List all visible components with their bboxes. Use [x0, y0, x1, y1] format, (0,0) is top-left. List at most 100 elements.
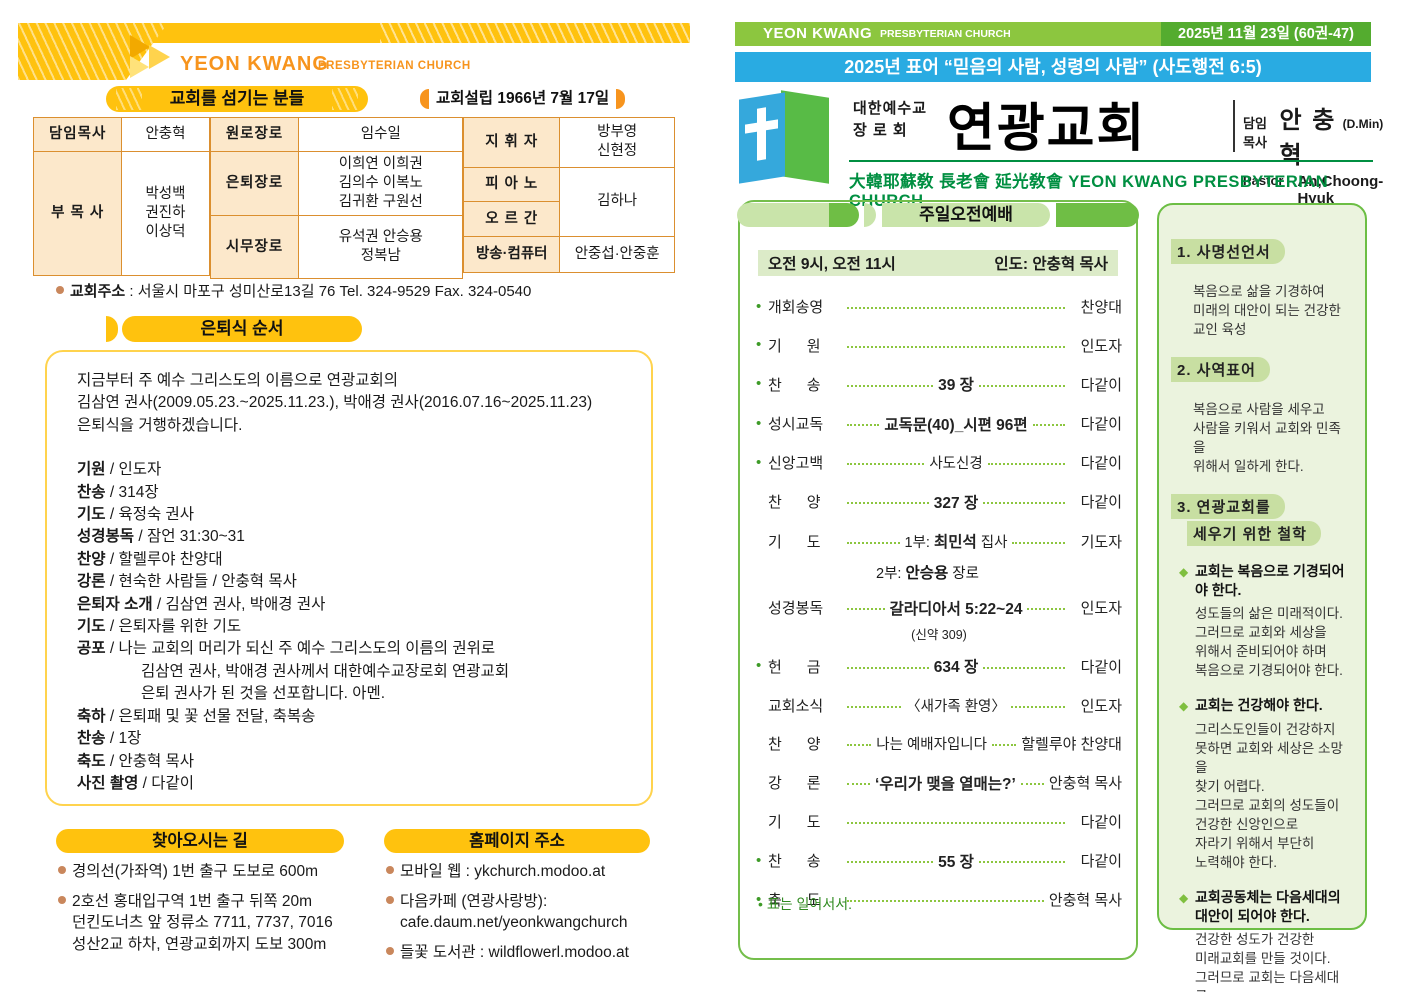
- dotted-leader: [1020, 776, 1044, 785]
- item-label: 강론: [77, 573, 106, 591]
- list-text: 성산2교 하차, 연광교회까지 도보 300m: [72, 935, 327, 953]
- staff-value: 유석권 안승용 정복남: [298, 215, 464, 279]
- brand-subtitle: PRESBYTERIAN CHURCH: [318, 60, 471, 72]
- standing-bullet-icon: •: [756, 890, 762, 908]
- item-text: 은퇴패 및 꽃 선물 전달, 축복송: [118, 707, 316, 725]
- sidebar-section-title: 2. 사역표어: [1171, 357, 1353, 382]
- staff-label: 담임목사: [32, 117, 123, 152]
- standing-bullet-icon: •: [756, 297, 762, 315]
- dotted-leader: [847, 776, 871, 785]
- sidebar-section-title: 1. 사명선언서: [1171, 239, 1353, 264]
- philosophy-item: ◆ 교회는 복음으로 기경되어야 한다. 성도들의 삶은 미래적이다. 그러므로 교…: [1179, 562, 1351, 680]
- directions-item: 경의선(가좌역) 1번 출구 도보로 600m: [58, 861, 368, 883]
- sub-strong: 안승용: [905, 564, 949, 582]
- worship-row: • 개회송영 찬양대: [756, 296, 1122, 317]
- center-text: 1부:: [904, 535, 934, 551]
- dotted-leader: [847, 456, 925, 465]
- worship-row: 기 도 1부: 최민석 집사 기도자: [756, 530, 1122, 552]
- staff-table-elders: 원로장로 임수일 은퇴장로 이희연 이희권 김의수 이복노 김귀환 구원선 시무…: [209, 117, 464, 279]
- item-label: 기원: [77, 461, 106, 479]
- worship-row: • 헌 금 634 장 다같이: [756, 655, 1122, 677]
- worship-item-center: 634 장: [934, 655, 978, 677]
- green-rule: [849, 160, 1373, 162]
- center-strong: 327 장: [933, 494, 979, 512]
- philosophy-body: 성도들의 삶은 미래적이다. 그러므로 교회와 세상을 위해서 준비되어야 하며…: [1195, 606, 1343, 678]
- staff-value: 안중섭·안중훈: [559, 236, 675, 273]
- brand-name: YEON KWANG: [180, 53, 329, 75]
- dotted-leader: [983, 660, 1065, 669]
- worship-item-right: 다같이: [1080, 416, 1123, 433]
- title-pill: 2. 사역표어: [1171, 357, 1270, 382]
- worship-item-label: 강 론: [768, 775, 821, 792]
- pastor-name: 안 충 혁: [1279, 107, 1337, 169]
- worship-item-right: 다같이: [1080, 658, 1122, 676]
- sub-note-text: (신약 309): [911, 628, 967, 642]
- dotted-leader: [1027, 601, 1065, 610]
- banner-segment: [1056, 203, 1139, 227]
- philosophy-head: ◆ 교회는 복음으로 기경되어야 한다.: [1179, 562, 1351, 600]
- worship-row: • 기 원 인도자: [756, 335, 1122, 356]
- worship-item-center: ‘우리가 맺을 열매는?’: [875, 772, 1016, 794]
- item-text: 잠언 31:30~31: [146, 528, 245, 546]
- philosophy-item: ◆ 교회는 건강해야 한다. 그리스도인들이 건강하지 못하면 교회와 세상은 소망…: [1179, 696, 1351, 872]
- title-line: 1. 사명선언서: [1171, 239, 1353, 264]
- worship-row: • 찬 송 55 장 다같이: [756, 850, 1122, 872]
- retirement-item: 김삼연 권사, 박애경 권사께서 대한예수교장로회 연광교회: [77, 661, 637, 683]
- title-pill: 1. 사명선언서: [1171, 239, 1285, 264]
- staff-label: 오 르 간: [463, 201, 561, 238]
- brand-name: YEON KWANG: [763, 25, 873, 42]
- item-text: 1장: [118, 730, 142, 748]
- pastor-name-en: An,Choong-Hyuk: [1297, 173, 1384, 207]
- worship-row: • 신앙고백 사도신경 다같이: [756, 452, 1122, 473]
- worship-item-right: 할렐루야 찬양대: [1021, 736, 1122, 753]
- list-text: 다음카페 (연광사랑방):: [400, 892, 548, 910]
- retirement-item: 찬송 / 314장: [77, 483, 159, 501]
- banner-segment: [864, 203, 876, 227]
- philosophy-sidebar: 1. 사명선언서 복음으로 삶을 기경하여 미래의 대안이 되는 건강한 교인 육…: [1157, 203, 1367, 992]
- dotted-leader: [978, 854, 1065, 863]
- retirement-item: 성경봉독 / 잠언 31:30~31: [77, 528, 245, 546]
- worship-item-center: 〈새가족 환영〉: [906, 695, 1006, 716]
- dotted-leader: [847, 893, 1044, 902]
- list-text: 들꽃 도서관 : wildflowerl.modoo.at: [400, 943, 629, 961]
- retirement-item: 은퇴자 소개 / 김삼연 권사, 박애경 권사: [77, 595, 326, 613]
- staff-label: 부 목 사: [32, 151, 123, 276]
- staff-table: 담임목사 안충혁 부 목 사 박성백 권진하 이상덕 원로장로 임수일 은퇴장로…: [32, 117, 675, 279]
- brand-subtitle: PRESBYTERIAN CHURCH: [880, 28, 1011, 40]
- worship-item-right: 찬양대: [1080, 299, 1122, 316]
- homepage-list: 모바일 웹 : ykchurch.modoo.at 다음카페 (연광사랑방): ca…: [386, 861, 676, 971]
- item-label: 찬송: [77, 483, 106, 501]
- bullet-dot-icon: [58, 895, 66, 904]
- list-line: 모바일 웹 : ykchurch.modoo.at: [386, 861, 676, 883]
- center-strong: 갈라디아서 5:22~24: [889, 600, 1023, 618]
- worship-item-label: 기 원: [768, 337, 821, 355]
- worship-row: 교회소식 〈새가족 환영〉 인도자: [756, 695, 1122, 716]
- worship-item-label: 교회소식: [768, 697, 824, 715]
- list-line: 들꽃 도서관 : wildflowerl.modoo.at: [386, 942, 676, 964]
- serving-people-title: 교회를 섬기는 분들: [106, 86, 368, 112]
- item-label: 찬양: [77, 550, 106, 568]
- worship-subnote: (신약 309): [756, 624, 1122, 643]
- dotted-leader: [1010, 699, 1066, 708]
- item-label: 기도: [77, 506, 106, 524]
- left-header-banner: YEON KWANG PRESBYTERIAN CHURCH: [18, 23, 690, 80]
- staff-table-music: 지 휘 자 방부영 신현정 피 아 노 김하나 오 르 간 방송·컴퓨터 안중섭…: [463, 117, 675, 273]
- sidebar-section-body: 복음으로 사람을 세우고 사람을 키워서 교회와 민족을 위해서 일하게 한다.: [1193, 402, 1341, 474]
- staff-table-pastors: 담임목사 안충혁 부 목 사 박성백 권진하 이상덕: [32, 117, 210, 276]
- standing-bullet-icon: •: [756, 851, 762, 869]
- dotted-leader: [1012, 535, 1065, 544]
- worship-row: • 찬 송 39 장 다같이: [756, 373, 1122, 395]
- sub-pre: 2부:: [876, 565, 906, 582]
- head-text: 교회는 건강해야 한다.: [1195, 697, 1323, 713]
- staff-label: 원로장로: [209, 117, 300, 152]
- center-text: 나는 예배자입니다: [876, 737, 987, 753]
- center-strong: 교독문(40)_시편 96편: [884, 416, 1028, 434]
- dotted-leader: [983, 495, 1065, 504]
- right-header-bar: YEON KWANG PRESBYTERIAN CHURCH 2025년 11월…: [735, 22, 1371, 46]
- retirement-intro-line: 김삼연 권사(2009.05.23.~2025.11.23.), 박애경 권사(…: [77, 394, 593, 412]
- retirement-item: 축하 / 은퇴패 및 꽃 선물 전달, 축복송: [77, 707, 316, 725]
- dotted-leader: [987, 456, 1065, 465]
- dotted-leader: [978, 378, 1065, 387]
- worship-item-center: 갈라디아서 5:22~24: [890, 597, 1023, 619]
